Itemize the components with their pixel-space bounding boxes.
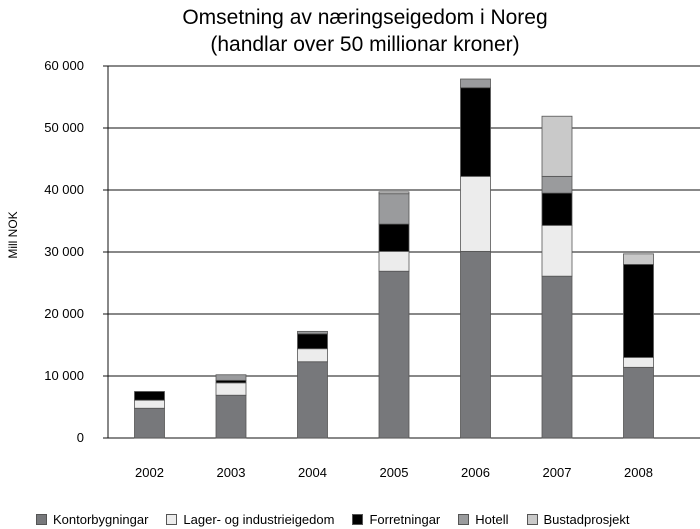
bar-segment: [623, 253, 654, 265]
bar-segment: [297, 333, 328, 350]
bar-segment: [378, 191, 410, 195]
legend-item: Forretningar: [352, 512, 440, 527]
bar-segment: [541, 275, 573, 439]
legend-label: Kontorbygningar: [53, 511, 149, 527]
bar-segment: [460, 87, 491, 177]
bar-segment: [460, 175, 491, 252]
bar-segment: [215, 374, 247, 381]
bar-segment: [297, 361, 328, 439]
bar-segment: [541, 224, 573, 277]
legend-item: Bustadprosjekt: [526, 511, 630, 527]
legend-item: Lager- og industrieigedom: [166, 512, 334, 527]
bar-segment: [623, 366, 654, 439]
bar-segment: [378, 270, 410, 439]
legend-item: Hotell: [458, 511, 509, 527]
chart-title: Omsetning av næringseigedom i Noreg (han…: [0, 4, 700, 58]
bar-segment: [297, 348, 328, 363]
chart-title-line-1: Omsetning av næringseigedom i Noreg: [182, 6, 548, 29]
legend-label: Lager- og industrieigedom: [183, 511, 335, 527]
legend-label: Forretningar: [369, 511, 441, 527]
x-tick-label: 2005: [380, 465, 409, 480]
bar-segment: [134, 399, 165, 409]
legend-label: Bustadprosjekt: [543, 511, 630, 527]
bar-segment: [215, 394, 247, 439]
x-tick-label: 2008: [624, 465, 653, 480]
bar-segment: [623, 356, 654, 368]
bar-segment: [378, 250, 410, 272]
x-tick-label: 2006: [461, 465, 490, 480]
y-tick-label: 60 000: [44, 58, 84, 73]
bar-segment: [541, 175, 573, 194]
bar-segment: [623, 263, 654, 358]
legend-swatch: [352, 513, 364, 525]
legend-swatch: [526, 513, 538, 525]
legend-swatch: [458, 513, 470, 525]
bar-segment: [134, 407, 165, 439]
y-tick-label: 20 000: [44, 306, 84, 321]
bar-segment: [134, 391, 165, 401]
legend-item: Kontorbygningar: [36, 512, 148, 527]
legend-label: Hotell: [475, 511, 509, 527]
y-tick-label: 0: [77, 430, 84, 445]
bar-segment: [215, 382, 247, 396]
legend-swatch: [166, 513, 178, 525]
bar-segment: [460, 250, 491, 439]
legend-swatch: [36, 513, 47, 525]
chart-title-line-2: (handlar over 50 millionar kroner): [210, 33, 520, 56]
x-tick-label: 2004: [298, 465, 327, 480]
y-tick-label: 10 000: [44, 368, 84, 383]
bar-segment: [541, 192, 573, 226]
chart-plot-area: 0 10 000 20 000 30 000 40 000 50 000 60 000 200…: [44, 58, 700, 480]
x-tick-label: 2003: [217, 465, 246, 480]
y-tick-label: 40 000: [44, 182, 84, 197]
bar-segment: [541, 115, 573, 177]
y-tick-label: 50 000: [44, 120, 84, 135]
bar-segment: [297, 330, 328, 335]
x-tick-label: 2007: [543, 465, 572, 480]
chart-legend: Kontorbygningar Lager- og industrieigedom…: [36, 510, 630, 528]
x-tick-label: 2002: [135, 465, 164, 480]
bar-segment: [460, 78, 491, 89]
y-tick-label: 30 000: [44, 244, 84, 259]
bar-segment: [378, 193, 410, 225]
bar-segment: [378, 223, 410, 252]
